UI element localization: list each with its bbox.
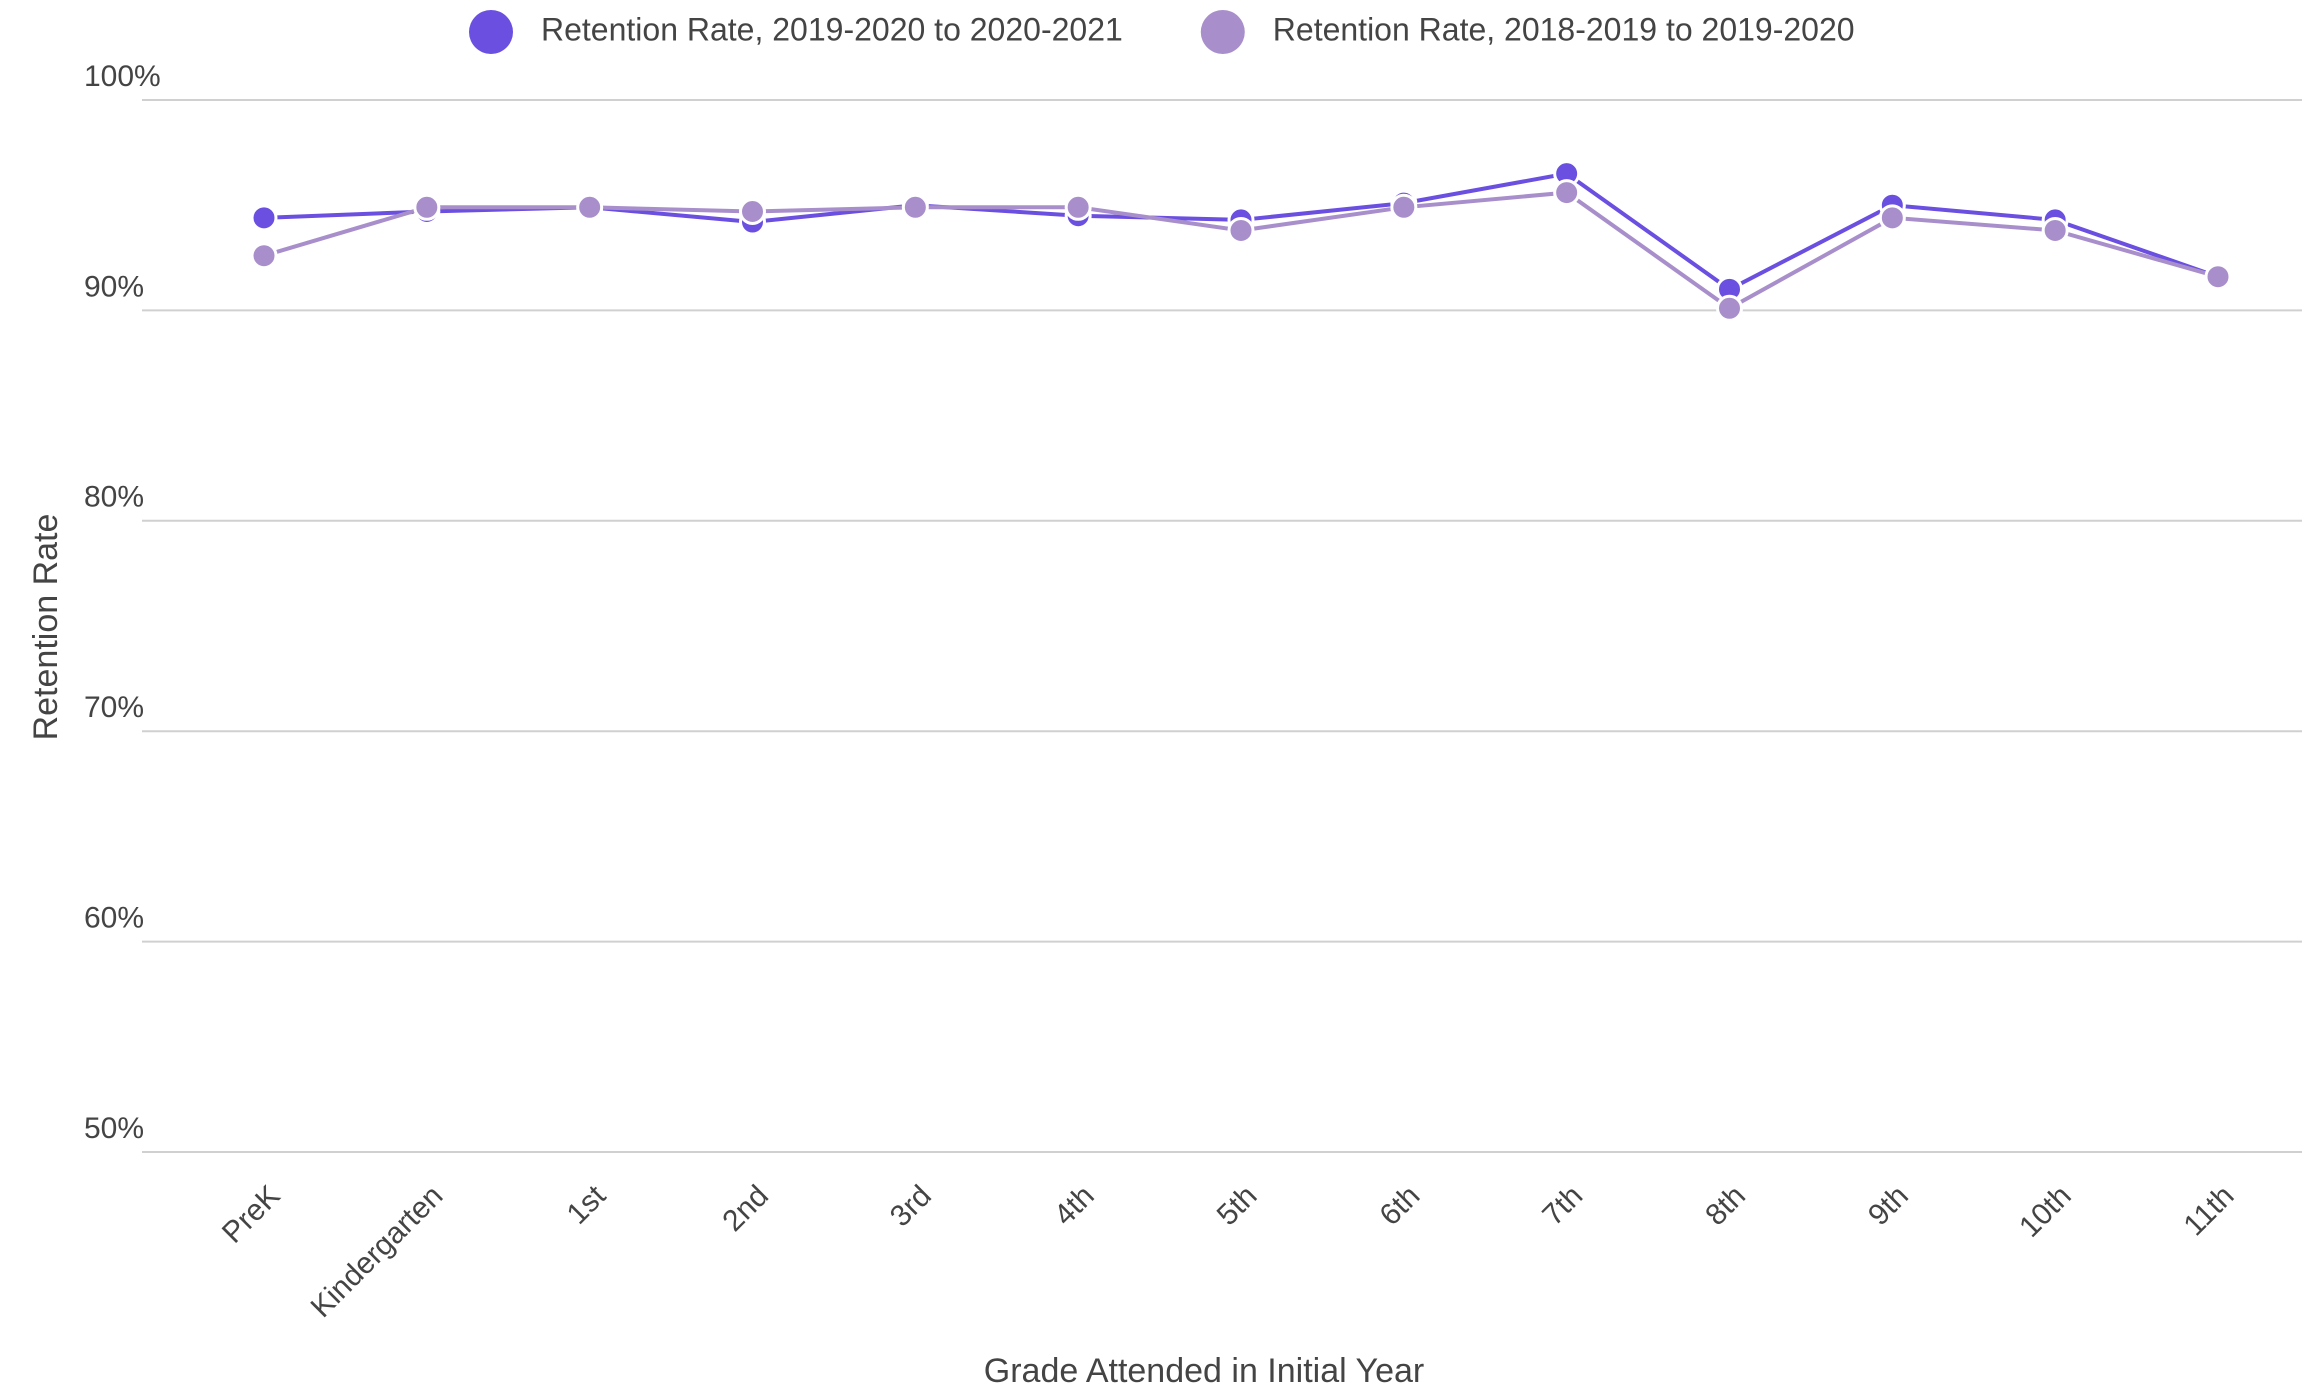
- legend-label[interactable]: Retention Rate, 2018-2019 to 2019-2020: [1273, 11, 1855, 47]
- x-tick-label: 10th: [2013, 1179, 2078, 1244]
- data-point: [250, 242, 278, 270]
- x-tick-label: 3rd: [884, 1179, 938, 1233]
- x-axis-title: Grade Attended in Initial Year: [984, 1352, 1424, 1384]
- data-point: [739, 198, 766, 226]
- x-tick-label: 7th: [1536, 1179, 1589, 1232]
- x-tick-label: 1st: [561, 1179, 613, 1231]
- data-point: [2204, 263, 2232, 291]
- data-point: [1878, 204, 1906, 232]
- data-point: [1716, 294, 1743, 322]
- y-tick-label: 90%: [84, 270, 144, 303]
- y-tick-label: 100%: [84, 60, 161, 93]
- x-tick-label: 8th: [1699, 1179, 1752, 1232]
- data-point: [2041, 216, 2069, 244]
- y-tick-label: 50%: [84, 1112, 144, 1145]
- data-point: [250, 204, 278, 232]
- data-point: [1064, 193, 1092, 221]
- data-point: [901, 193, 929, 221]
- x-tick-label: Kindergarten: [305, 1179, 450, 1324]
- y-tick-label: 70%: [84, 691, 144, 724]
- x-tick-label: 5th: [1211, 1179, 1264, 1232]
- data-point: [413, 193, 441, 221]
- x-tick-label: 11th: [2177, 1179, 2240, 1242]
- x-tick-label: PreK: [216, 1179, 287, 1250]
- data-point: [1227, 216, 1255, 244]
- x-tick-label: 6th: [1374, 1179, 1427, 1232]
- legend-marker[interactable]: [1200, 10, 1245, 54]
- y-tick-label: 60%: [84, 902, 144, 935]
- data-point: [1553, 179, 1581, 207]
- x-tick-label: 9th: [1862, 1179, 1915, 1232]
- data-point: [576, 193, 604, 221]
- legend-marker[interactable]: [469, 10, 513, 54]
- x-tick-label: 2nd: [716, 1179, 775, 1238]
- y-tick-label: 80%: [84, 481, 144, 514]
- data-point: [1390, 193, 1418, 221]
- x-tick-label: 4th: [1048, 1179, 1101, 1232]
- y-axis-title: Retention Rate: [27, 514, 65, 741]
- legend-label[interactable]: Retention Rate, 2019-2020 to 2020-2021: [541, 11, 1123, 47]
